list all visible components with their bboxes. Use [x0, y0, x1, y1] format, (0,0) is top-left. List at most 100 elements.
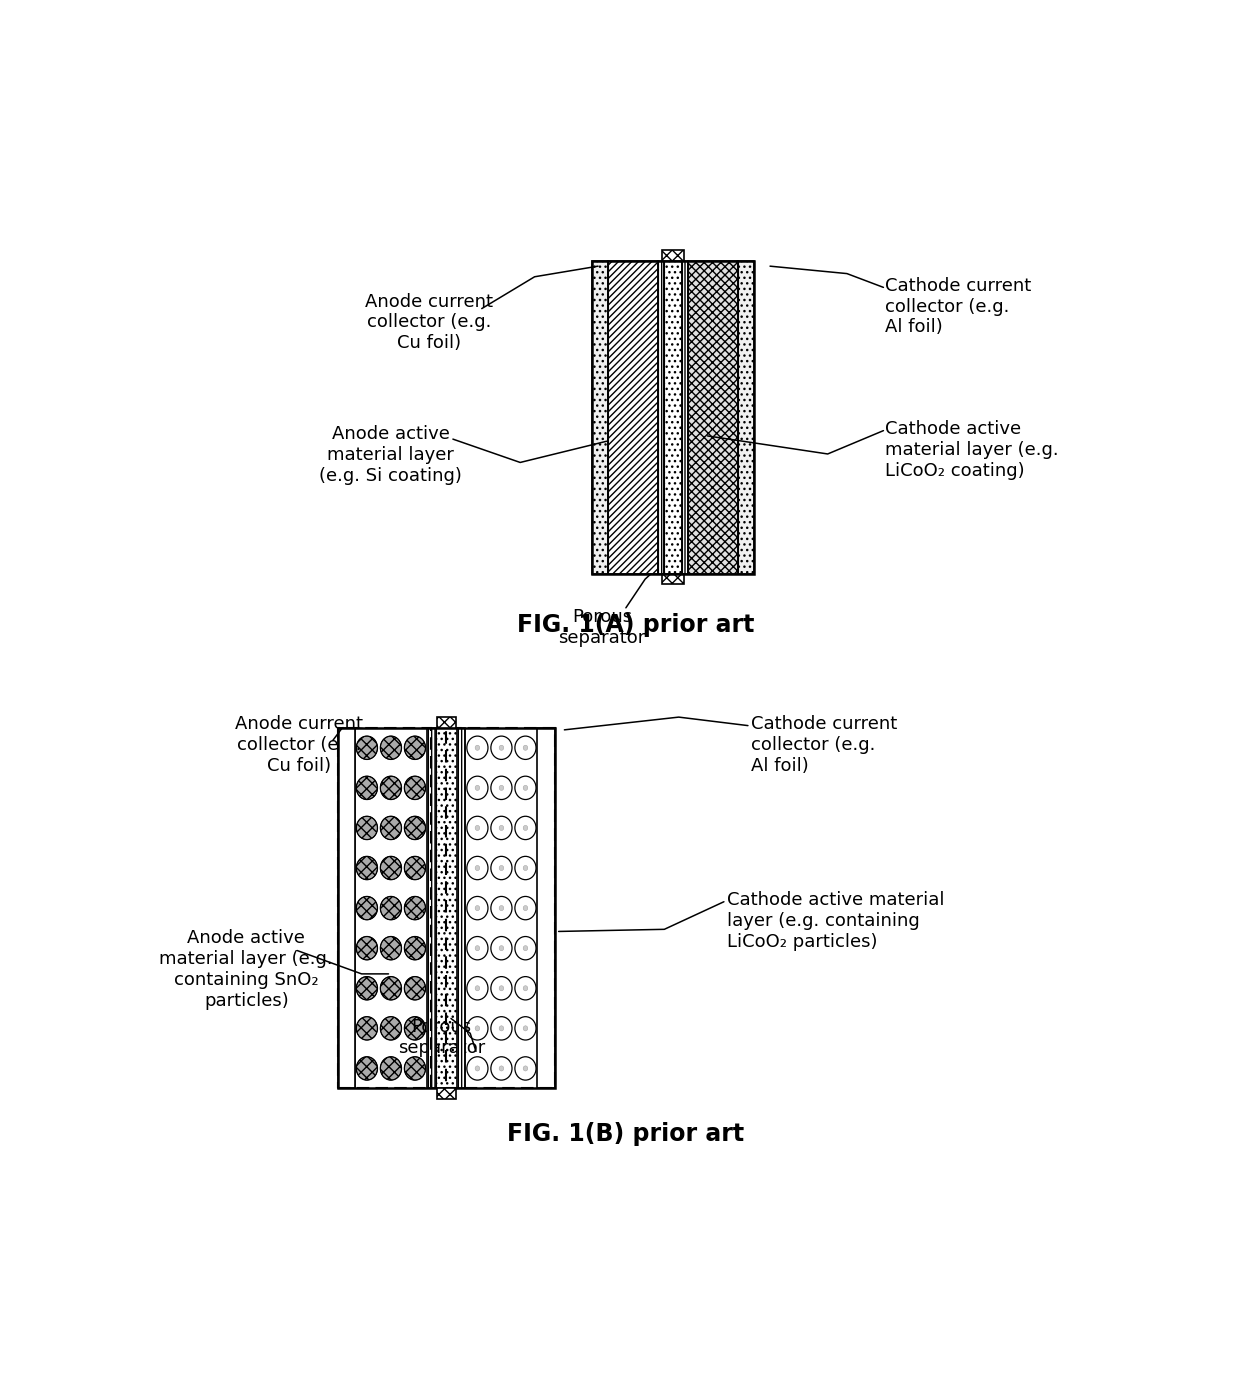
Circle shape: [491, 816, 512, 839]
Circle shape: [500, 905, 503, 911]
Text: Anode current
collector (e.g.
Cu foil): Anode current collector (e.g. Cu foil): [365, 292, 492, 353]
Circle shape: [523, 985, 528, 991]
Circle shape: [475, 745, 480, 751]
Circle shape: [466, 776, 489, 799]
Circle shape: [515, 897, 536, 919]
Text: Cathode current
collector (e.g.
Al foil): Cathode current collector (e.g. Al foil): [751, 715, 897, 774]
Circle shape: [381, 1057, 402, 1080]
Text: Cathode active material
layer (e.g. containing
LiCoO₂ particles): Cathode active material layer (e.g. cont…: [727, 892, 945, 951]
Circle shape: [515, 937, 536, 960]
Text: Anode active
material layer (e.g.
containing SnO₂
particles): Anode active material layer (e.g. contai…: [160, 929, 334, 1010]
Circle shape: [381, 816, 402, 839]
Circle shape: [475, 905, 480, 911]
Text: FIG. 1(B) prior art: FIG. 1(B) prior art: [507, 1123, 744, 1146]
Circle shape: [491, 856, 512, 879]
Bar: [337, 728, 432, 1089]
Circle shape: [356, 977, 377, 1000]
Circle shape: [356, 897, 377, 919]
Circle shape: [523, 745, 528, 751]
Bar: [662, 251, 683, 260]
Circle shape: [523, 945, 528, 951]
Bar: [657, 260, 665, 573]
Circle shape: [466, 977, 489, 1000]
Text: Porous
separator: Porous separator: [558, 608, 646, 646]
Bar: [665, 260, 682, 573]
Bar: [337, 728, 554, 1089]
Circle shape: [523, 1065, 528, 1071]
Circle shape: [523, 825, 528, 831]
Bar: [337, 728, 355, 1089]
Bar: [436, 1089, 456, 1100]
Circle shape: [466, 937, 489, 960]
Circle shape: [381, 937, 402, 960]
Circle shape: [356, 776, 377, 799]
Circle shape: [475, 825, 480, 831]
Bar: [436, 717, 456, 728]
Circle shape: [466, 736, 489, 759]
Circle shape: [381, 856, 402, 879]
Circle shape: [500, 745, 503, 751]
Bar: [593, 260, 608, 573]
Circle shape: [381, 977, 402, 1000]
Circle shape: [475, 785, 480, 791]
Circle shape: [523, 785, 528, 791]
Circle shape: [515, 1017, 536, 1040]
Text: Cathode active
material layer (e.g.
LiCoO₂ coating): Cathode active material layer (e.g. LiCo…: [885, 420, 1059, 480]
Circle shape: [466, 897, 489, 919]
Circle shape: [404, 897, 425, 919]
Circle shape: [515, 1057, 536, 1080]
Circle shape: [500, 825, 503, 831]
Text: Cathode current
collector (e.g.
Al foil): Cathode current collector (e.g. Al foil): [885, 277, 1032, 336]
Bar: [456, 728, 465, 1089]
Circle shape: [475, 985, 480, 991]
Bar: [608, 260, 657, 573]
Bar: [446, 728, 554, 1089]
Circle shape: [500, 785, 503, 791]
Circle shape: [515, 977, 536, 1000]
Text: Anode active
material layer
(e.g. Si coating): Anode active material layer (e.g. Si coa…: [319, 426, 461, 485]
Circle shape: [475, 1025, 480, 1031]
Circle shape: [491, 937, 512, 960]
Bar: [682, 260, 688, 573]
Circle shape: [515, 776, 536, 799]
Circle shape: [475, 1065, 480, 1071]
Circle shape: [523, 865, 528, 871]
Circle shape: [466, 816, 489, 839]
Circle shape: [404, 1057, 425, 1080]
Circle shape: [356, 1017, 377, 1040]
Circle shape: [404, 1017, 425, 1040]
Circle shape: [466, 1057, 489, 1080]
Circle shape: [466, 1017, 489, 1040]
Text: Anode current
collector (e.g.
Cu foil): Anode current collector (e.g. Cu foil): [236, 715, 363, 774]
Circle shape: [500, 1025, 503, 1031]
Circle shape: [404, 776, 425, 799]
Circle shape: [356, 736, 377, 759]
Circle shape: [523, 905, 528, 911]
Circle shape: [500, 1065, 503, 1071]
Circle shape: [404, 816, 425, 839]
Bar: [688, 260, 738, 573]
Circle shape: [515, 856, 536, 879]
Circle shape: [500, 865, 503, 871]
Bar: [427, 728, 435, 1089]
Bar: [465, 728, 537, 1089]
Circle shape: [515, 816, 536, 839]
Circle shape: [491, 1017, 512, 1040]
Text: FIG. 1(A) prior art: FIG. 1(A) prior art: [517, 613, 754, 637]
Circle shape: [475, 865, 480, 871]
Circle shape: [404, 736, 425, 759]
Circle shape: [356, 856, 377, 879]
Bar: [537, 728, 554, 1089]
Bar: [355, 728, 427, 1089]
Circle shape: [404, 977, 425, 1000]
Circle shape: [404, 856, 425, 879]
Circle shape: [356, 937, 377, 960]
Circle shape: [491, 776, 512, 799]
Bar: [337, 728, 554, 1089]
Circle shape: [356, 1057, 377, 1080]
Circle shape: [491, 977, 512, 1000]
Circle shape: [381, 776, 402, 799]
Circle shape: [491, 1057, 512, 1080]
Circle shape: [500, 945, 503, 951]
Circle shape: [500, 985, 503, 991]
